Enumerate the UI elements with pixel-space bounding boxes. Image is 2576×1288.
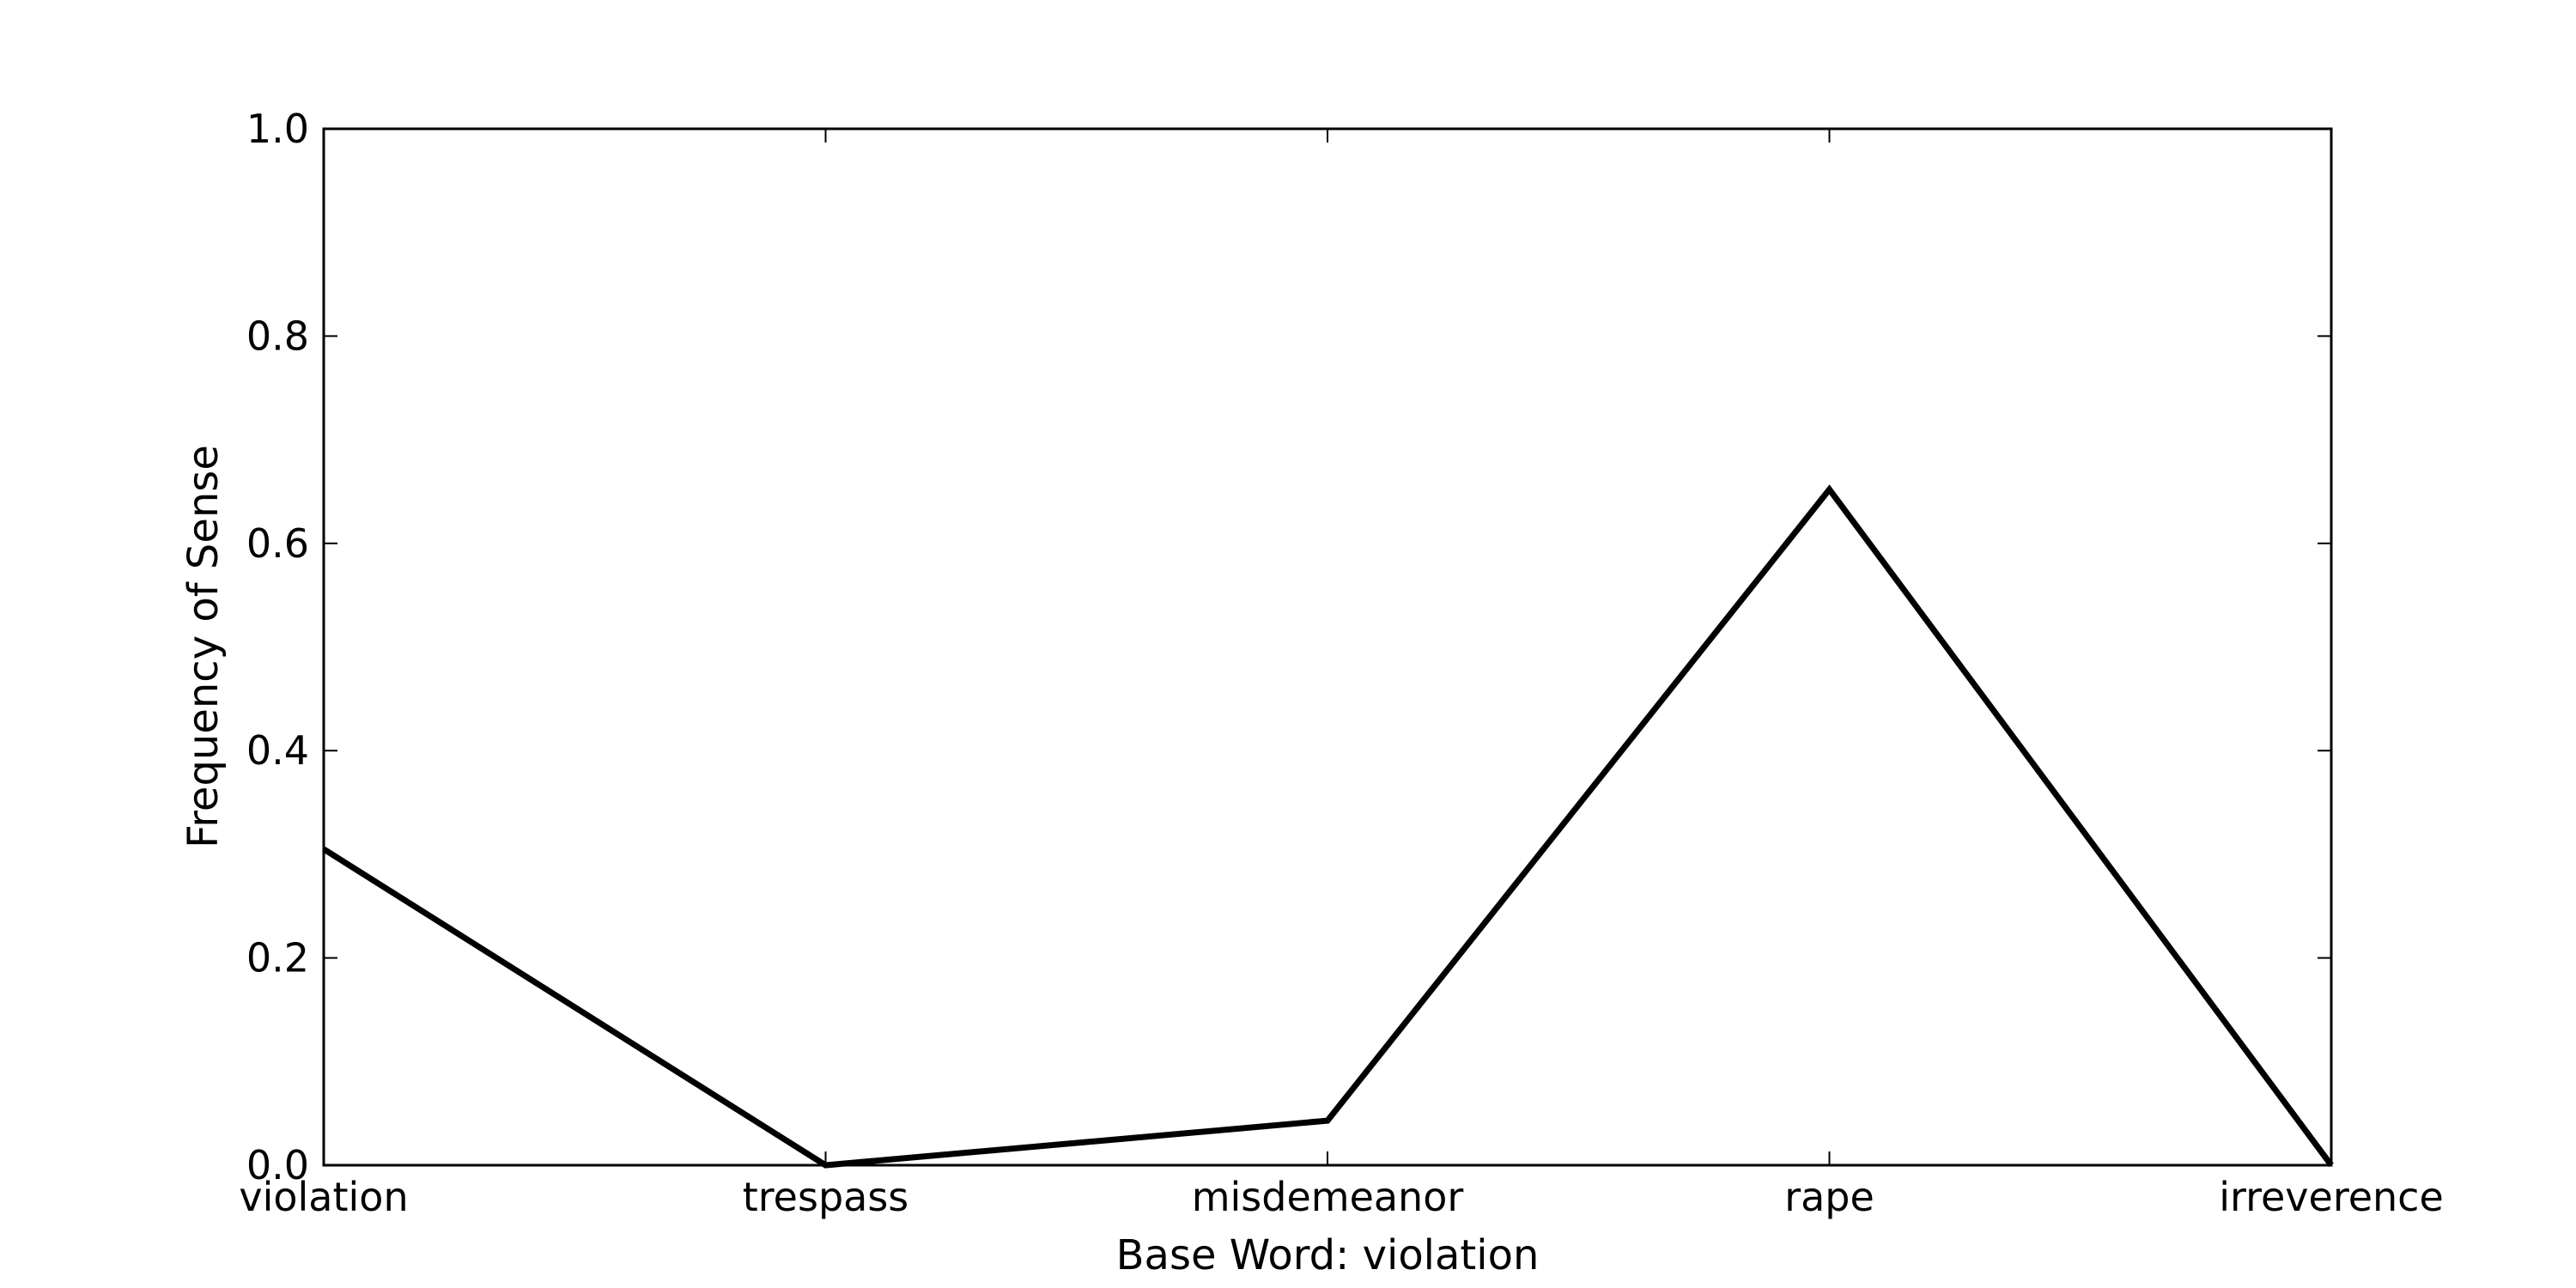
y-tick-label: 0.2 (246, 935, 309, 981)
y-tick-label: 0.0 (246, 1142, 309, 1188)
x-tick-label: rape (1784, 1174, 1874, 1220)
y-tick-label: 0.6 (246, 520, 309, 567)
x-axis-label: Base Word: violation (1116, 1231, 1540, 1279)
y-tick-label: 0.4 (246, 727, 309, 774)
y-tick-label: 0.8 (246, 313, 309, 359)
x-tick-label: trespass (743, 1174, 909, 1220)
y-tick-label: 1.0 (246, 106, 309, 152)
series-line-0 (322, 484, 2334, 1169)
axis-tick-labels: violation trespass misdemeanor rape irrevere… (239, 106, 2443, 1220)
axis-ticks (323, 128, 2332, 1166)
y-axis-label: Frequency of Sense (179, 445, 228, 848)
x-tick-label: irreverence (2219, 1174, 2444, 1220)
x-tick-label: misdemeanor (1192, 1174, 1464, 1220)
plot-marks (322, 484, 2334, 1169)
x-tick-label: violation (239, 1174, 408, 1220)
plot-area-frame (322, 127, 2333, 1167)
